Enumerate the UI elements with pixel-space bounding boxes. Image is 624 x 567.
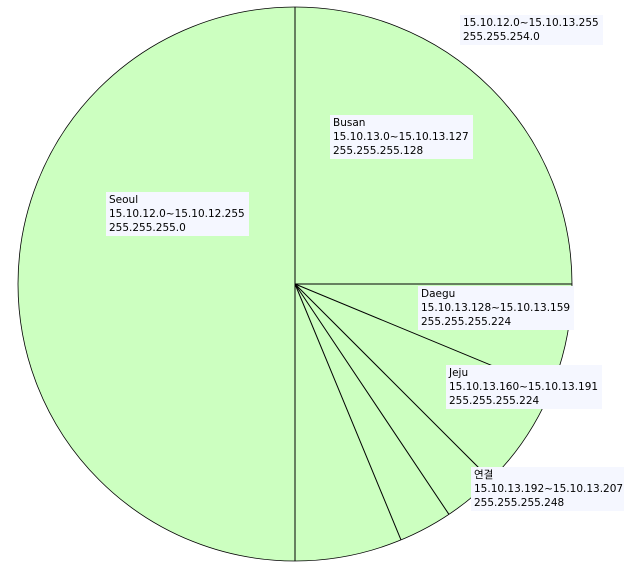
segment-range: 15.10.13.128~15.10.13.159 bbox=[421, 302, 571, 314]
total-range: 15.10.12.0~15.10.13.255 bbox=[463, 17, 599, 29]
segment-name: Busan bbox=[333, 117, 366, 129]
segment-label-seoul: Seoul 15.10.12.0~15.10.12.255 255.255.25… bbox=[106, 192, 249, 236]
segment-mask: 255.255.255.128 bbox=[333, 145, 424, 157]
total-range-label: 15.10.12.0~15.10.13.255 255.255.254.0 bbox=[460, 15, 603, 45]
segment-name: Seoul bbox=[109, 194, 139, 206]
divider-line-5 bbox=[294, 283, 402, 541]
total-mask: 255.255.254.0 bbox=[463, 31, 540, 43]
segment-name: Jeju bbox=[449, 367, 469, 379]
segment-dividers bbox=[294, 7, 572, 561]
segment-label-jeju: Jeju 15.10.13.160~15.10.13.191 255.255.2… bbox=[446, 365, 603, 409]
segment-label-link: 연결 15.10.13.192~15.10.13.207 255.255.255… bbox=[471, 467, 624, 511]
segment-range: 15.10.13.160~15.10.13.191 bbox=[449, 381, 599, 393]
segment-label-daegu: Daegu 15.10.13.128~15.10.13.159 255.255.… bbox=[418, 286, 575, 330]
segment-mask: 255.255.255.248 bbox=[474, 497, 565, 509]
segment-range: 15.10.13.192~15.10.13.207 bbox=[474, 483, 624, 495]
segment-mask: 255.255.255.224 bbox=[449, 395, 540, 407]
segment-range: 15.10.12.0~15.10.12.255 bbox=[109, 208, 245, 220]
segment-label-busan: Busan 15.10.13.0~15.10.13.127 255.255.25… bbox=[330, 115, 473, 159]
segment-name: 연결 bbox=[474, 469, 494, 481]
segment-name: Daegu bbox=[421, 288, 456, 300]
segment-mask: 255.255.255.224 bbox=[421, 316, 512, 328]
segment-mask: 255.255.255.0 bbox=[109, 222, 186, 234]
divider-line-3 bbox=[294, 283, 492, 481]
divider-line-4 bbox=[294, 283, 450, 515]
segment-range: 15.10.13.0~15.10.13.127 bbox=[333, 131, 469, 143]
